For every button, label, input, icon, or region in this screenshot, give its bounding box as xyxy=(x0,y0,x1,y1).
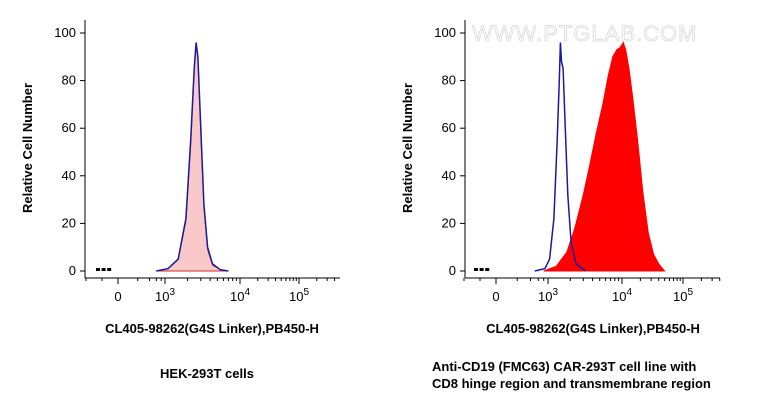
x-tick-label: 105 xyxy=(289,287,309,304)
histogram-panel-car293t: Relative Cell Number CL405-98262(G4S Lin… xyxy=(400,20,721,391)
watermark-text: WWW.PTGLAB.COM xyxy=(472,21,697,46)
y-axis-title-right: Relative Cell Number xyxy=(400,83,415,213)
y-tick-label: 20 xyxy=(442,215,456,230)
series-outline-isotype-control xyxy=(534,42,586,272)
series-filled-antibody-stained xyxy=(543,41,666,272)
histogram-panel-hek293t: Relative Cell Number CL405-98262(G4S Lin… xyxy=(20,20,340,381)
plot-area-left xyxy=(96,42,229,272)
x-axis-title-left: CL405-98262(G4S Linker),PB450-H xyxy=(105,321,319,336)
y-tick-label: 20 xyxy=(62,215,76,230)
x-tick-label: 103 xyxy=(155,287,175,304)
x-axis-title-right: CL405-98262(G4S Linker),PB450-H xyxy=(486,321,700,336)
plot-area-right xyxy=(474,41,666,272)
x-tick-label: 105 xyxy=(673,287,693,304)
y-tick-label: 40 xyxy=(442,168,456,183)
zero-bin-event xyxy=(96,268,100,271)
series-filled-antibody-stained xyxy=(156,44,229,272)
y-tick-label: 60 xyxy=(62,120,76,135)
y-tick-label: 0 xyxy=(449,263,456,278)
zero-bin-event xyxy=(107,268,112,271)
zero-bin-event xyxy=(485,268,490,271)
caption-right-line-1: Anti-CD19 (FMC63) CAR-293T cell line wit… xyxy=(432,359,696,374)
y-tick-label: 80 xyxy=(442,73,456,88)
y-tick-label: 100 xyxy=(54,25,76,40)
x-tick-label: 104 xyxy=(612,287,632,304)
x-tick-label: 103 xyxy=(538,287,558,304)
x-tick-label: 0 xyxy=(114,289,121,304)
caption-left: HEK-293T cells xyxy=(160,366,254,381)
y-tick-label: 100 xyxy=(434,25,456,40)
x-tick-label: 0 xyxy=(492,289,499,304)
y-tick-label: 0 xyxy=(69,263,76,278)
zero-bin-event xyxy=(101,268,106,271)
y-tick-label: 80 xyxy=(62,73,76,88)
y-tick-label: 60 xyxy=(442,120,456,135)
caption-right-line-2: CD8 hinge region and transmembrane regio… xyxy=(432,376,711,391)
x-tick-label: 104 xyxy=(230,287,250,304)
y-tick-label: 40 xyxy=(62,168,76,183)
series-outline-isotype-control xyxy=(156,42,229,272)
zero-bin-event xyxy=(479,268,484,271)
y-axis-title-left: Relative Cell Number xyxy=(20,83,35,213)
zero-bin-event xyxy=(474,268,478,271)
